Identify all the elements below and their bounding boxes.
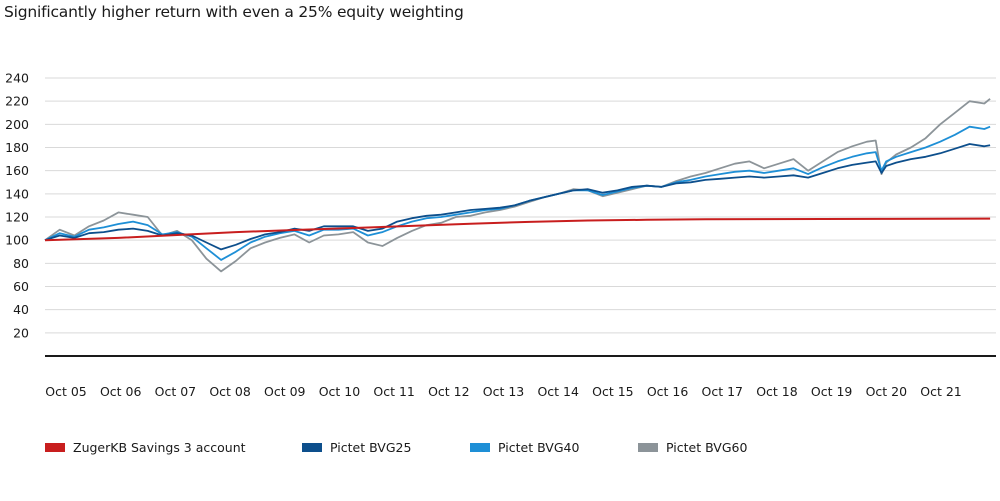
x-tick-label: Oct 13 bbox=[483, 384, 525, 399]
y-axis-ticks: 20 40 60 80 100 120 140 160 180 200 220 240 bbox=[5, 71, 29, 341]
y-tick-label: 60 bbox=[13, 279, 29, 294]
y-tick-label: 120 bbox=[5, 210, 29, 225]
x-tick-label: Oct 18 bbox=[756, 384, 798, 399]
x-tick-label: Oct 21 bbox=[920, 384, 962, 399]
legend-swatch-bvg60 bbox=[638, 443, 658, 452]
series-line-zugerkb-savings-3-account bbox=[44, 217, 991, 242]
x-tick-label: Oct 12 bbox=[428, 384, 470, 399]
chart-title: Significantly higher return with even a … bbox=[4, 3, 464, 21]
legend-item-bvg60: Pictet BVG60 bbox=[638, 440, 747, 455]
y-tick-label: 220 bbox=[5, 94, 29, 109]
y-tick-label: 80 bbox=[13, 256, 29, 271]
x-tick-label: Oct 19 bbox=[811, 384, 853, 399]
y-tick-label: 200 bbox=[5, 117, 29, 132]
y-tick-label: 160 bbox=[5, 163, 29, 178]
legend-item-bvg25: Pictet BVG25 bbox=[302, 440, 411, 455]
x-tick-label: Oct 06 bbox=[100, 384, 142, 399]
legend-swatch-bvg40 bbox=[470, 443, 490, 452]
y-tick-label: 100 bbox=[5, 233, 29, 248]
y-tick-label: 40 bbox=[13, 302, 29, 317]
y-tick-label: 140 bbox=[5, 186, 29, 201]
x-tick-label: Oct 11 bbox=[373, 384, 415, 399]
x-tick-label: Oct 10 bbox=[319, 384, 361, 399]
series-line-pictet-bvg25 bbox=[44, 143, 991, 251]
x-tick-label: Oct 16 bbox=[647, 384, 689, 399]
series-lines bbox=[44, 98, 991, 273]
x-tick-label: Oct 20 bbox=[866, 384, 908, 399]
x-tick-label: Oct 14 bbox=[537, 384, 579, 399]
legend-label-bvg25: Pictet BVG25 bbox=[330, 440, 412, 455]
legend-label-bvg60: Pictet BVG60 bbox=[666, 440, 748, 455]
x-tick-label: Oct 09 bbox=[264, 384, 306, 399]
legend-item-zugerkb: ZugerKB Savings 3 account bbox=[45, 440, 246, 455]
y-tick-label: 180 bbox=[5, 140, 29, 155]
x-tick-label: Oct 08 bbox=[209, 384, 251, 399]
y-tick-label: 20 bbox=[13, 325, 29, 340]
legend-swatch-zugerkb bbox=[45, 443, 65, 452]
legend: ZugerKB Savings 3 account Pictet BVG25 P… bbox=[0, 440, 1000, 470]
x-axis-ticks: Oct 05 Oct 06 Oct 07 Oct 08 Oct 09 Oct 10 Oct … bbox=[45, 384, 962, 399]
legend-label-zugerkb: ZugerKB Savings 3 account bbox=[73, 440, 246, 455]
x-tick-label: Oct 07 bbox=[155, 384, 197, 399]
x-tick-label: Oct 15 bbox=[592, 384, 634, 399]
gridlines bbox=[45, 77, 996, 334]
x-tick-label: Oct 17 bbox=[702, 384, 744, 399]
legend-swatch-bvg25 bbox=[302, 443, 322, 452]
legend-item-bvg40: Pictet BVG40 bbox=[470, 440, 579, 455]
x-tick-label: Oct 05 bbox=[45, 384, 87, 399]
legend-label-bvg40: Pictet BVG40 bbox=[498, 440, 580, 455]
y-tick-label: 240 bbox=[5, 71, 29, 86]
